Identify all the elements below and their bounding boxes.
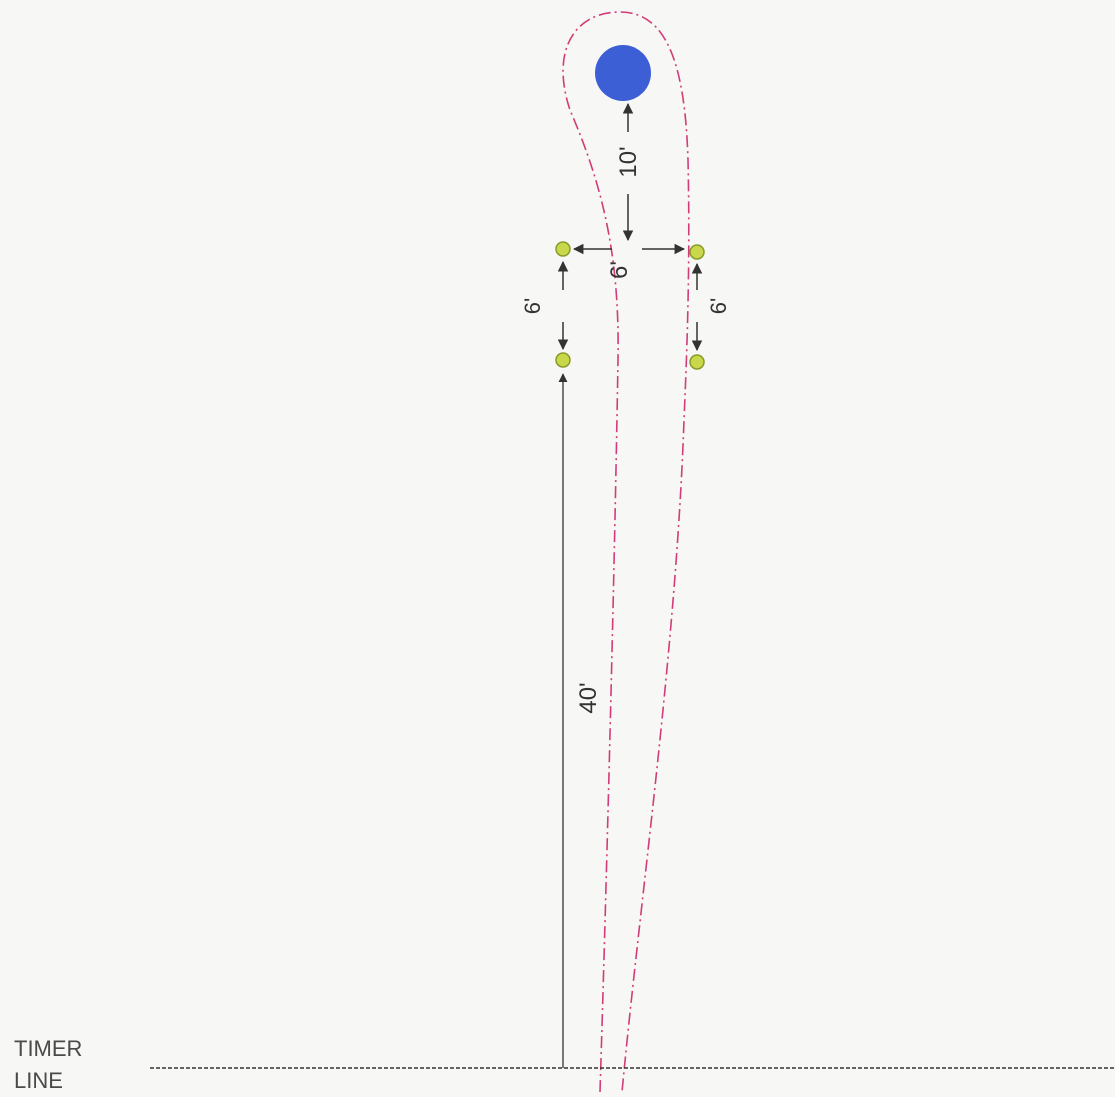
timer-line-label-2: LINE: [14, 1068, 63, 1093]
left-gap-label: 6': [520, 298, 545, 314]
right-gap-label: 6': [706, 298, 731, 314]
barrel-distance-label: 10': [615, 146, 642, 177]
pole-bottom-left: [555, 352, 571, 368]
timer-line-label-1: TIMER: [14, 1036, 82, 1061]
pole-bottom-right: [689, 354, 705, 370]
pole-gap-label: 6': [606, 261, 633, 279]
pole-top-right: [689, 244, 705, 260]
pole-top-left: [555, 241, 571, 257]
timer-distance-label: 40': [575, 682, 602, 713]
barrel-icon: [595, 45, 651, 101]
